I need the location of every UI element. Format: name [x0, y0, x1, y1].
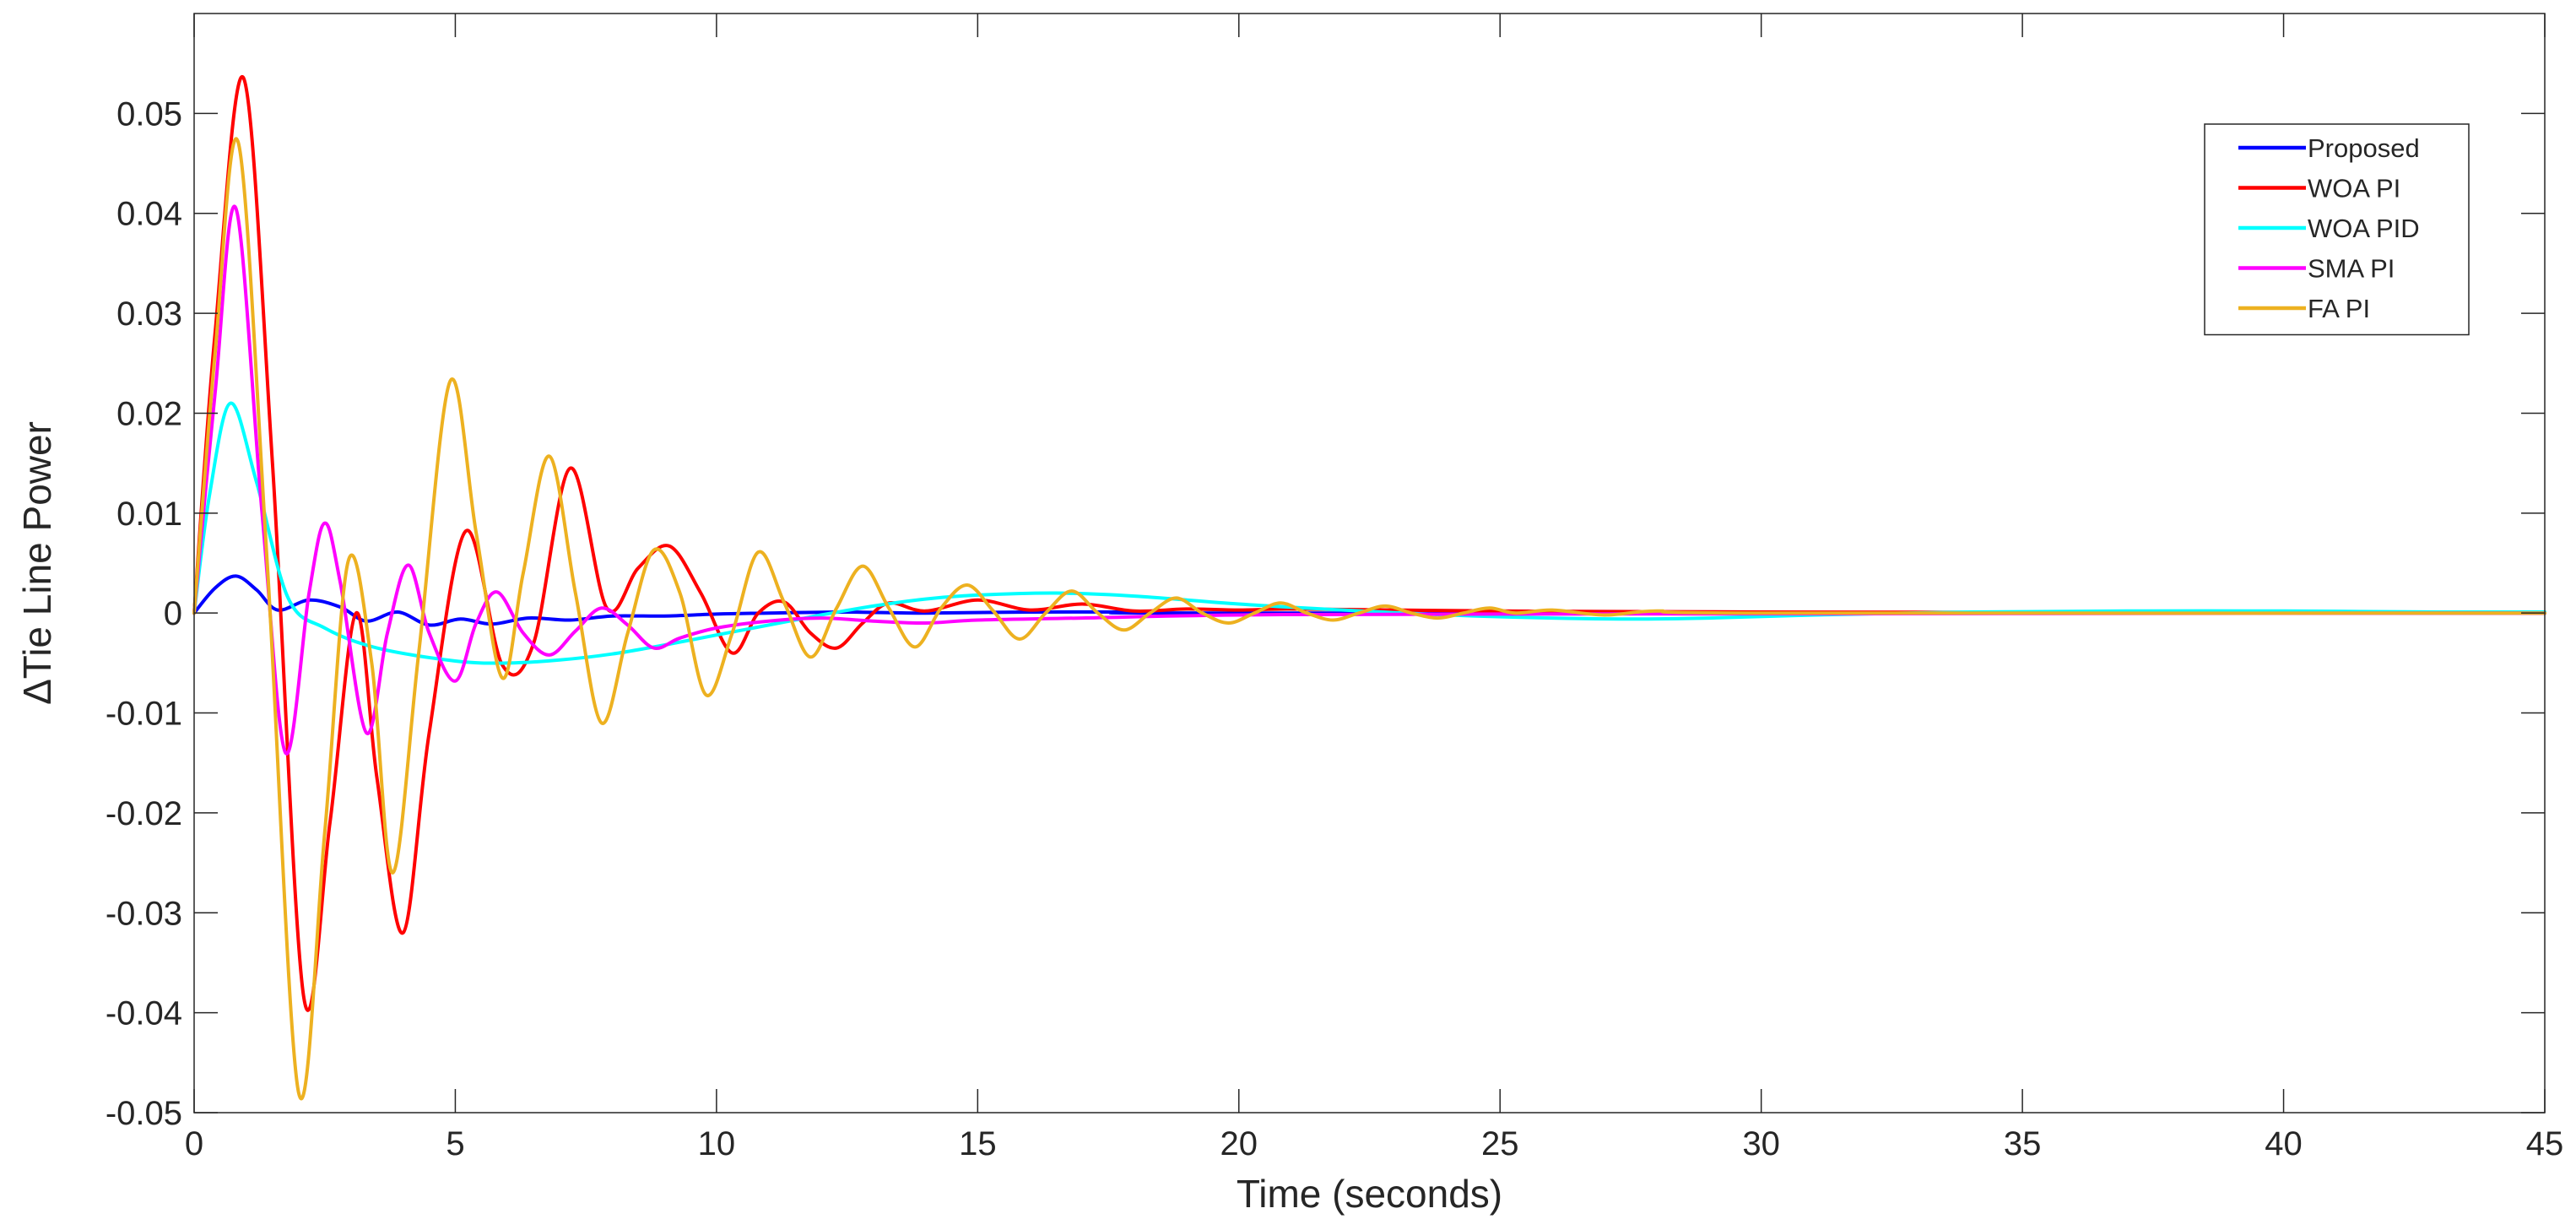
y-tick-label: 0	[164, 595, 182, 632]
x-tick-label: 10	[698, 1125, 736, 1162]
x-tick-label: 35	[2004, 1125, 2042, 1162]
x-tick-label: 45	[2526, 1125, 2564, 1162]
y-tick-label: -0.01	[106, 696, 182, 733]
legend-label: FA PI	[2308, 294, 2370, 323]
x-axis: 0 5 10 15 20 25 30 35 40 45	[185, 14, 2563, 1162]
x-tick-label: 30	[1742, 1125, 1780, 1162]
legend-label: WOA PID	[2308, 214, 2420, 243]
y-tick-label: 0.03	[116, 295, 182, 333]
x-tick-label: 40	[2265, 1125, 2303, 1162]
legend-label: WOA PI	[2308, 174, 2400, 203]
x-tick-label: 5	[446, 1125, 464, 1162]
series-line-sma-pi	[192, 204, 2546, 756]
series-layer	[192, 74, 2546, 1101]
y-tick-label: -0.05	[106, 1095, 182, 1132]
legend-label: SMA PI	[2308, 254, 2395, 284]
series-line-fa-pi	[192, 137, 2546, 1101]
y-tick-label: 0.05	[116, 95, 182, 133]
y-tick-label: 0.02	[116, 395, 182, 432]
y-tick-label: -0.02	[106, 795, 182, 832]
y-tick-label: 0.01	[116, 496, 182, 533]
x-tick-label: 25	[1481, 1125, 1519, 1162]
x-tick-label: 20	[1220, 1125, 1258, 1162]
x-tick-label: 15	[959, 1125, 997, 1162]
x-tick-label: 0	[185, 1125, 203, 1162]
legend-label: Proposed	[2308, 133, 2420, 163]
y-tick-label: -0.03	[106, 895, 182, 932]
plot-area-frame	[193, 13, 2546, 1114]
y-tick-label: 0.04	[116, 196, 182, 233]
series-line-proposed	[192, 574, 2546, 627]
y-axis: -0.05 -0.04 -0.03 -0.02 -0.01 0 0.01 0.02 0.03 0.…	[106, 95, 2545, 1132]
legend: Proposed WOA PI WOA PID SMA PI FA PI	[2204, 123, 2470, 336]
y-axis-label: ΔTie Line Power	[15, 421, 59, 705]
x-axis-label: Time (seconds)	[1237, 1172, 1502, 1216]
y-tick-label: -0.04	[106, 995, 182, 1032]
